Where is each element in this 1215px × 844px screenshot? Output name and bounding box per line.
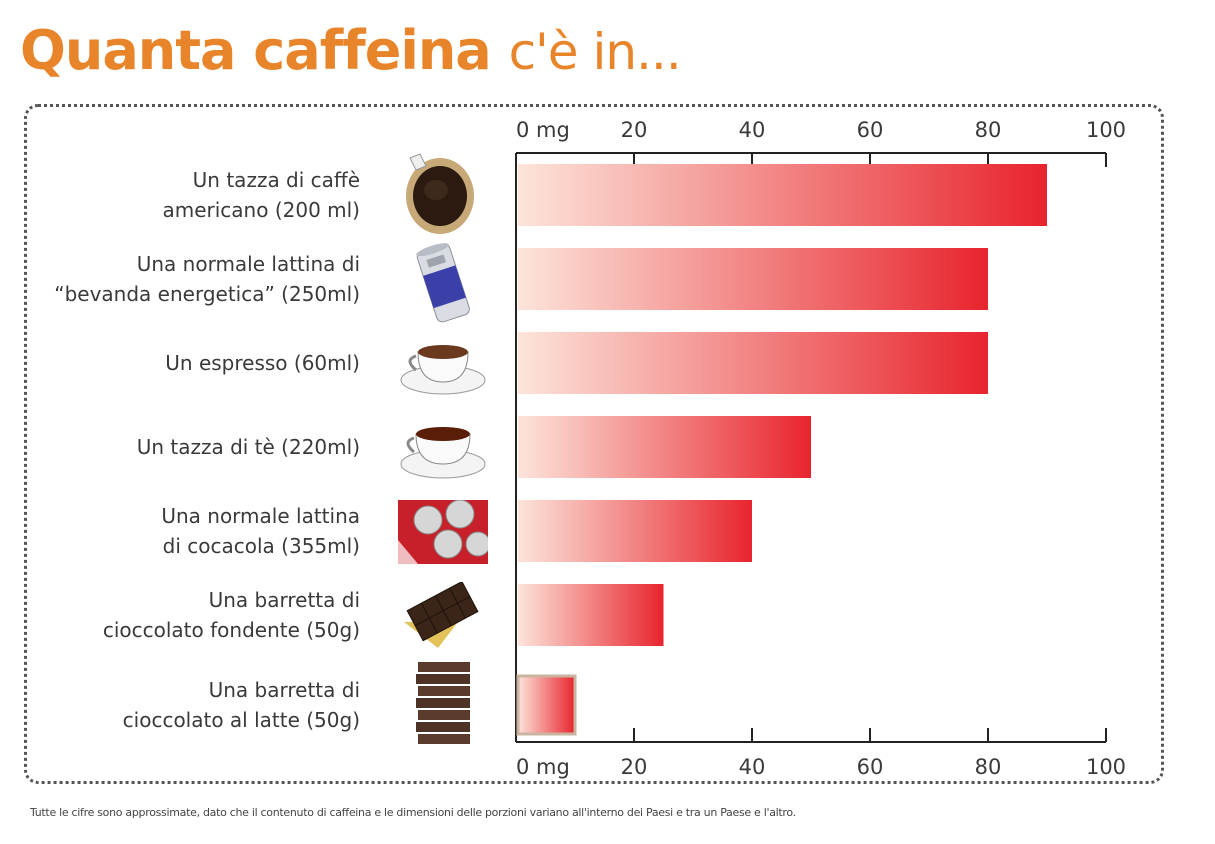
bar — [518, 248, 988, 310]
category-label: Una barretta di cioccolato fondente (50g) — [0, 585, 360, 645]
category-label: Un espresso (60ml) — [0, 348, 360, 378]
bottom-tick-label: 20 — [621, 755, 648, 779]
bottom-tick-label: 60 — [857, 755, 884, 779]
cola-cans-icon — [398, 500, 488, 564]
category-label-line: cioccolato al latte (50g) — [122, 708, 360, 732]
coffee-filter-icon — [406, 153, 474, 234]
dark-chocolate-icon — [404, 582, 479, 648]
bar — [518, 164, 1047, 226]
bar — [518, 500, 752, 562]
bottom-tick-label: 80 — [975, 755, 1002, 779]
bar — [518, 584, 664, 646]
top-tick-label: 80 — [975, 118, 1002, 142]
bottom-tick-label: 0 mg — [516, 755, 570, 779]
top-tick-label: 60 — [857, 118, 884, 142]
top-tick-label: 20 — [621, 118, 648, 142]
category-label-line: di cocacola (355ml) — [162, 534, 360, 558]
energy-drink-can-icon — [416, 243, 470, 323]
category-label-line: Un espresso (60ml) — [165, 351, 360, 375]
category-label: Una normale lattina di “bevanda energetic… — [0, 249, 360, 309]
category-label-line: americano (200 ml) — [162, 198, 360, 222]
top-tick-label: 40 — [739, 118, 766, 142]
category-label: Un tazza di tè (220ml) — [0, 432, 360, 462]
category-label-line: Un tazza di caffè — [192, 168, 360, 192]
chart-frame — [24, 104, 1164, 784]
top-tick-label: 0 mg — [516, 118, 570, 142]
footnote: Tutte le cifre sono approssimate, dato c… — [30, 806, 796, 819]
tea-cup-icon — [400, 427, 486, 479]
bottom-tick-label: 40 — [739, 755, 766, 779]
chart-title: Quanta caffeina c'è in... — [20, 16, 682, 87]
espresso-cup-icon — [400, 345, 486, 395]
category-label: Un tazza di caffè americano (200 ml) — [0, 165, 360, 225]
title-strong: Quanta caffeina — [20, 19, 492, 82]
bar — [516, 674, 577, 736]
category-label: Una barretta di cioccolato al latte (50g) — [0, 675, 360, 735]
category-label-line: Una barretta di — [208, 588, 360, 612]
category-label-line: cioccolato fondente (50g) — [102, 618, 360, 642]
title-light: c'è in... — [508, 23, 682, 81]
category-label-line: Un tazza di tè (220ml) — [136, 435, 360, 459]
category-label-line: Una barretta di — [208, 678, 360, 702]
bottom-tick-label: 100 — [1086, 755, 1126, 779]
category-label-line: Una normale lattina — [161, 504, 360, 528]
bar — [518, 332, 988, 394]
milk-chocolate-icon — [416, 662, 470, 744]
category-label-line: “bevanda energetica” (250ml) — [54, 282, 360, 306]
bar — [518, 416, 811, 478]
category-label-line: Una normale lattina di — [136, 252, 360, 276]
top-tick-label: 100 — [1086, 118, 1126, 142]
category-label: Una normale lattina di cocacola (355ml) — [0, 501, 360, 561]
